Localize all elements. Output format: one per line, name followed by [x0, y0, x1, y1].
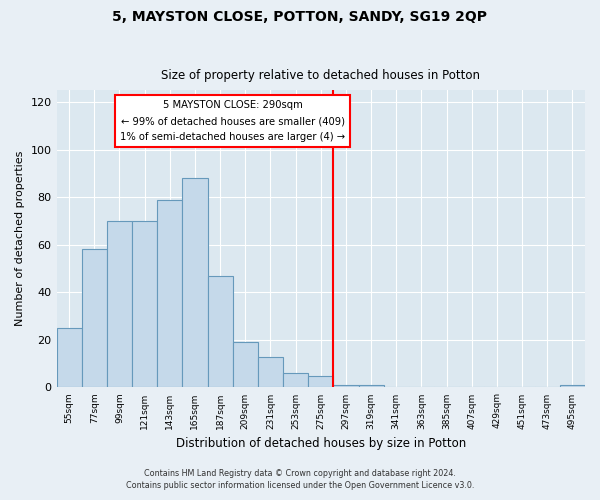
Bar	[258, 356, 283, 388]
Title: Size of property relative to detached houses in Potton: Size of property relative to detached ho…	[161, 69, 480, 82]
Bar	[208, 276, 233, 388]
Bar	[157, 200, 182, 388]
X-axis label: Distribution of detached houses by size in Potton: Distribution of detached houses by size …	[176, 437, 466, 450]
Bar	[107, 221, 132, 388]
Text: Contains HM Land Registry data © Crown copyright and database right 2024.
Contai: Contains HM Land Registry data © Crown c…	[126, 468, 474, 490]
Bar	[56, 328, 82, 388]
Y-axis label: Number of detached properties: Number of detached properties	[15, 151, 25, 326]
Bar	[334, 385, 359, 388]
Bar	[233, 342, 258, 388]
Bar	[359, 385, 383, 388]
Bar	[82, 250, 107, 388]
Bar	[308, 376, 334, 388]
Bar	[132, 221, 157, 388]
Text: 5 MAYSTON CLOSE: 290sqm
← 99% of detached houses are smaller (409)
1% of semi-de: 5 MAYSTON CLOSE: 290sqm ← 99% of detache…	[120, 100, 345, 141]
Bar	[182, 178, 208, 388]
Text: 5, MAYSTON CLOSE, POTTON, SANDY, SG19 2QP: 5, MAYSTON CLOSE, POTTON, SANDY, SG19 2Q…	[113, 10, 487, 24]
Bar	[283, 373, 308, 388]
Bar	[560, 385, 585, 388]
